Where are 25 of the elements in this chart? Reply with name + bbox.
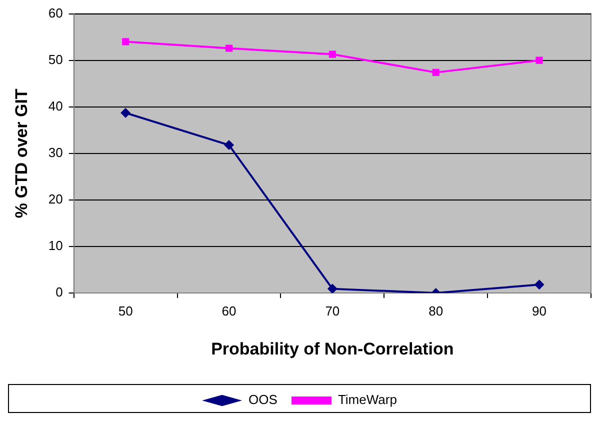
legend-label: OOS: [248, 392, 278, 408]
x-tick-label: 70: [325, 303, 340, 318]
point: [120, 108, 131, 118]
point: [224, 140, 234, 150]
point: [536, 56, 543, 64]
point: [534, 280, 544, 290]
x-axis-title: Probability of Non-Correlation: [211, 339, 454, 358]
y-tick-label: 20: [48, 192, 63, 207]
y-tick-label: 30: [48, 144, 63, 160]
point: [225, 44, 233, 52]
y-axis-title: % GTD over GIT: [12, 88, 31, 218]
legend-label: TimeWarp: [338, 392, 397, 408]
point: [122, 38, 130, 46]
y-tick-label: 10: [48, 238, 63, 254]
y-tick-label: 40: [48, 98, 63, 114]
y-tick-label: 0: [56, 284, 63, 300]
point: [327, 284, 338, 293]
point: [432, 68, 440, 76]
point: [328, 50, 336, 58]
x-tick-label: 50: [118, 303, 133, 318]
x-tick-label: 60: [222, 303, 236, 318]
x-tick-label: 90: [532, 303, 547, 318]
y-tick-label: 50: [48, 52, 63, 67]
y-tick-label: 60: [48, 5, 63, 20]
x-tick-label: 80: [428, 303, 444, 318]
